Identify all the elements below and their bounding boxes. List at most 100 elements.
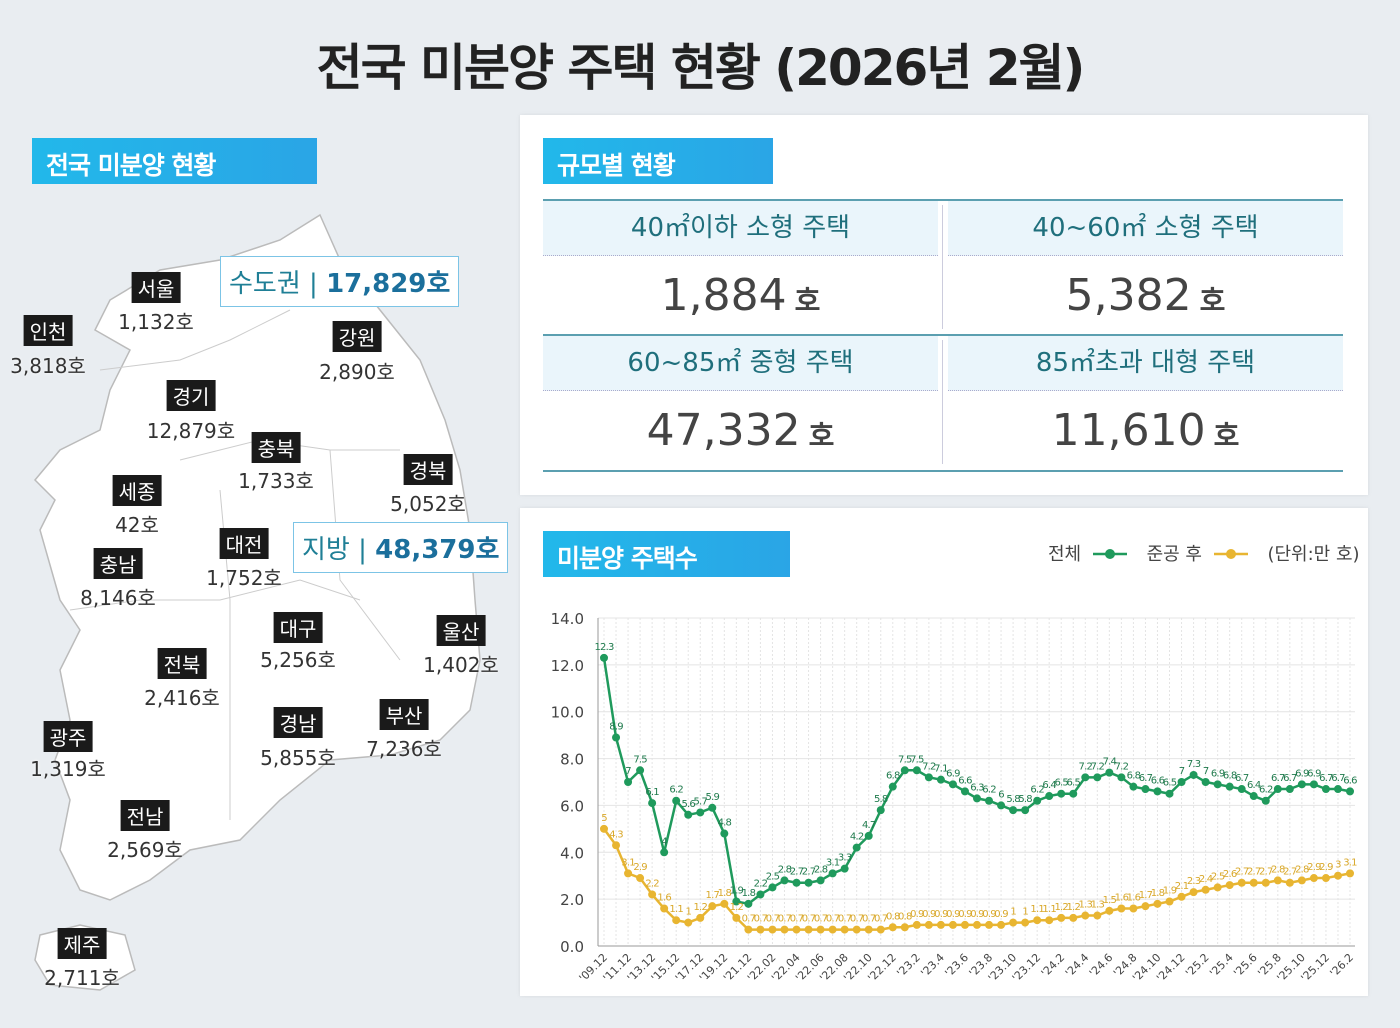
region-value: 5,052호	[390, 492, 466, 516]
data-point	[612, 733, 621, 742]
data-label: 3	[1335, 860, 1341, 871]
region-name: 인천	[23, 315, 73, 346]
data-point	[1285, 785, 1294, 794]
data-point	[720, 899, 729, 908]
size-value: 11,610	[1051, 405, 1206, 456]
data-point	[1141, 785, 1150, 794]
data-label: 6.3	[970, 782, 984, 793]
data-point	[804, 878, 813, 887]
data-point	[997, 920, 1006, 929]
data-point	[1093, 911, 1102, 920]
size-value: 5,382	[1065, 270, 1192, 321]
data-label: 6.8	[1127, 771, 1141, 782]
data-label: 1.1	[1030, 904, 1044, 915]
data-point	[1261, 878, 1270, 887]
data-point	[1081, 773, 1090, 782]
data-label: 0.9	[946, 909, 960, 920]
data-label: 1.9	[730, 885, 744, 896]
data-point	[1333, 871, 1342, 880]
region-name: 광주	[43, 721, 93, 752]
data-point	[900, 766, 909, 775]
data-point	[660, 904, 669, 913]
data-point	[1189, 888, 1198, 897]
region-value: 12,879호	[146, 419, 236, 443]
region-name: 제주	[57, 928, 107, 959]
size-cell-small60: 40~60㎡ 소형 주택 5,382 호	[948, 201, 1343, 336]
data-point	[720, 829, 729, 838]
data-label: 2.7	[1247, 867, 1261, 878]
data-label: 7.5	[898, 754, 912, 765]
data-point	[600, 653, 608, 662]
data-point	[1009, 918, 1018, 927]
data-point	[1165, 789, 1174, 798]
data-point	[876, 806, 885, 815]
province-border	[69, 579, 361, 611]
data-point	[997, 801, 1006, 810]
data-label: 6	[998, 789, 1004, 800]
capital-label: 수도권	[229, 269, 301, 299]
legend-marker-completed	[1213, 549, 1248, 559]
data-point	[708, 803, 717, 812]
data-label: 6.9	[1211, 768, 1225, 779]
data-label: 12.3	[594, 642, 614, 653]
data-label: 1.3	[1091, 900, 1105, 911]
size-cell-medium: 60~85㎡ 중형 주택 47,332 호	[543, 336, 938, 471]
data-label: 7	[1203, 766, 1209, 777]
data-point	[840, 925, 849, 934]
data-label: 7	[1179, 766, 1185, 777]
data-label: 6.9	[1295, 768, 1309, 779]
data-label: 0.7	[838, 914, 852, 925]
data-point	[804, 925, 813, 934]
size-label: 60~85㎡ 중형 주택	[543, 336, 938, 391]
region-value: 42호	[115, 513, 159, 537]
region-name: 서울	[131, 272, 181, 303]
data-label: 4	[661, 836, 667, 847]
data-label: 1.9	[1163, 885, 1177, 896]
data-point	[816, 925, 825, 934]
data-point	[1021, 918, 1030, 927]
data-point	[948, 780, 957, 789]
data-label: 1.6	[1115, 893, 1129, 904]
data-label: 0.7	[802, 914, 816, 925]
y-tick-label: 10.0	[551, 704, 584, 722]
local-value: 48,379호	[375, 535, 500, 565]
data-point	[1141, 902, 1150, 911]
data-point	[624, 778, 633, 786]
data-label: 2.9	[1319, 862, 1333, 873]
region-name: 울산	[436, 615, 486, 646]
data-point	[792, 925, 801, 934]
region-value: 2,569호	[107, 838, 183, 862]
data-point	[1249, 792, 1258, 801]
data-point	[1117, 773, 1126, 782]
data-point	[864, 925, 873, 934]
data-point	[900, 923, 909, 932]
data-label: 0.9	[994, 909, 1008, 920]
data-label: 7.5	[910, 754, 924, 765]
data-label: 6.8	[1223, 771, 1237, 782]
data-point	[985, 920, 994, 929]
data-label: 1.2	[1067, 902, 1081, 913]
data-label: 2.5	[766, 871, 780, 882]
data-label: 2.7	[1259, 867, 1273, 878]
page-title: 전국 미분양 주택 현황 (2026년 2월)	[316, 39, 1086, 97]
size-section-header: 규모별 현황	[543, 138, 773, 184]
data-label: 2.8	[1295, 864, 1309, 875]
region-name: 전북	[157, 648, 207, 679]
data-point	[696, 808, 705, 817]
data-label: 3.1	[621, 857, 635, 868]
data-label: 6.6	[958, 775, 972, 786]
data-label: 1.7	[1139, 890, 1153, 901]
region-name: 충남	[93, 548, 143, 579]
data-label: 0.9	[934, 909, 948, 920]
data-point	[912, 920, 921, 929]
data-label: 0.9	[922, 909, 936, 920]
region-name: 세종	[112, 475, 162, 506]
data-point	[624, 869, 633, 878]
data-point	[1105, 768, 1114, 777]
data-label: 5.8	[874, 794, 888, 805]
data-point	[1225, 782, 1234, 791]
data-point	[1045, 792, 1054, 801]
data-label: 0.7	[874, 914, 888, 925]
y-tick-label: 6.0	[560, 797, 584, 815]
